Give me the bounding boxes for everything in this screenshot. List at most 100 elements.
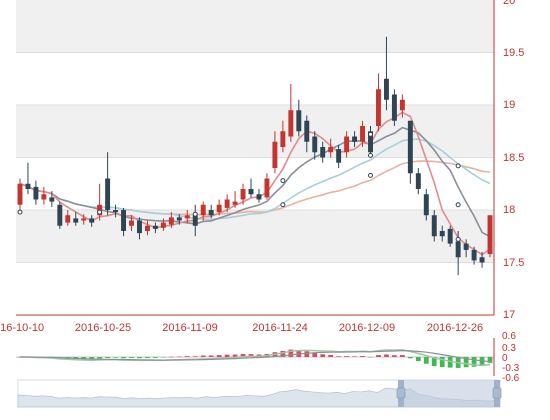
candle[interactable] xyxy=(17,178,23,211)
macd-bar xyxy=(415,357,421,362)
macd-bar xyxy=(280,350,286,357)
candle[interactable] xyxy=(352,131,358,147)
datazoom-left-handle[interactable] xyxy=(396,380,406,407)
candle[interactable] xyxy=(256,189,262,203)
candle[interactable] xyxy=(487,215,493,258)
macd-bar xyxy=(384,354,389,357)
candle[interactable] xyxy=(423,189,429,221)
candle-body xyxy=(304,120,310,142)
candle[interactable] xyxy=(200,201,206,221)
candle-body xyxy=(479,257,485,263)
candle-body xyxy=(352,136,358,142)
candle[interactable] xyxy=(439,225,445,242)
macd-y-tick-label: 0.6 xyxy=(502,331,516,342)
scatter-marker xyxy=(368,172,374,178)
candle[interactable] xyxy=(224,194,230,213)
candle[interactable] xyxy=(152,222,158,234)
x-tick-label: 2016-10-25 xyxy=(75,322,131,334)
candle[interactable] xyxy=(160,218,166,231)
candle-body xyxy=(296,110,302,132)
candle[interactable] xyxy=(81,214,87,225)
candle[interactable] xyxy=(280,120,286,153)
candle[interactable] xyxy=(121,207,127,237)
candle[interactable] xyxy=(360,120,366,147)
candle[interactable] xyxy=(288,84,294,142)
y-tick-label: 19 xyxy=(503,99,515,111)
candle[interactable] xyxy=(463,239,469,258)
candle[interactable] xyxy=(25,162,31,195)
candle-body xyxy=(272,141,278,168)
macd-bar xyxy=(399,355,405,357)
candle[interactable] xyxy=(192,204,198,237)
candle[interactable] xyxy=(407,120,413,184)
candle[interactable] xyxy=(176,214,182,225)
macd-bar xyxy=(463,357,469,368)
macd-bar xyxy=(121,357,126,359)
datazoom-right-handle[interactable] xyxy=(492,380,502,407)
candle[interactable] xyxy=(471,246,477,265)
macd-bar xyxy=(352,356,357,357)
candle[interactable] xyxy=(65,210,71,226)
candle[interactable] xyxy=(344,131,350,158)
macd-bar xyxy=(224,354,230,357)
candle[interactable] xyxy=(33,180,39,205)
candle[interactable] xyxy=(232,191,238,208)
candle[interactable] xyxy=(57,201,63,229)
candle[interactable] xyxy=(105,152,111,216)
candle[interactable] xyxy=(304,115,310,153)
candle[interactable] xyxy=(49,191,55,207)
candle[interactable] xyxy=(376,73,381,132)
candle[interactable] xyxy=(41,186,47,205)
candle[interactable] xyxy=(137,217,142,240)
candle[interactable] xyxy=(216,199,222,216)
candle[interactable] xyxy=(113,204,119,218)
candle-body xyxy=(57,204,63,226)
candle[interactable] xyxy=(383,36,389,111)
macd-histogram xyxy=(17,349,493,368)
candle[interactable] xyxy=(89,215,95,227)
candle-body xyxy=(312,136,318,153)
candle[interactable] xyxy=(73,212,79,226)
datazoom-slider[interactable] xyxy=(17,379,502,408)
candle[interactable] xyxy=(431,210,437,242)
candle[interactable] xyxy=(296,99,302,137)
candle[interactable] xyxy=(129,215,134,231)
scatter-marker xyxy=(192,211,198,217)
candle-body xyxy=(137,220,142,234)
candle-body xyxy=(113,210,119,213)
macd-bar xyxy=(168,356,174,358)
candle[interactable] xyxy=(368,126,373,158)
macd-bar xyxy=(176,356,182,358)
candle[interactable] xyxy=(264,173,270,200)
candle-body xyxy=(431,215,437,237)
candle[interactable] xyxy=(336,144,342,168)
macd-bar xyxy=(431,357,437,367)
candle[interactable] xyxy=(144,220,150,236)
candle[interactable] xyxy=(208,204,214,219)
x-tick-label: 2016-11-24 xyxy=(252,322,307,334)
candle-body xyxy=(391,94,397,121)
candle-body xyxy=(184,215,190,219)
candle[interactable] xyxy=(240,183,246,205)
candle[interactable] xyxy=(399,94,405,118)
candle[interactable] xyxy=(328,138,334,158)
candle[interactable] xyxy=(184,210,190,224)
macd-bar xyxy=(423,357,429,364)
macd-bar xyxy=(439,357,445,368)
candle-body xyxy=(105,178,111,210)
candle[interactable] xyxy=(415,168,421,195)
datazoom-selection[interactable] xyxy=(401,380,498,407)
x-tick-label: 2016-12-09 xyxy=(339,322,395,334)
candle[interactable] xyxy=(391,89,397,126)
candlesticks[interactable] xyxy=(17,36,493,276)
candle[interactable] xyxy=(312,131,318,160)
candle[interactable] xyxy=(479,252,485,268)
candle-body xyxy=(248,189,254,195)
candle[interactable] xyxy=(320,141,326,163)
macd-bar xyxy=(160,357,166,358)
candle[interactable] xyxy=(248,178,254,198)
candle[interactable] xyxy=(168,212,174,228)
candle[interactable] xyxy=(447,225,453,247)
candle[interactable] xyxy=(272,131,278,174)
